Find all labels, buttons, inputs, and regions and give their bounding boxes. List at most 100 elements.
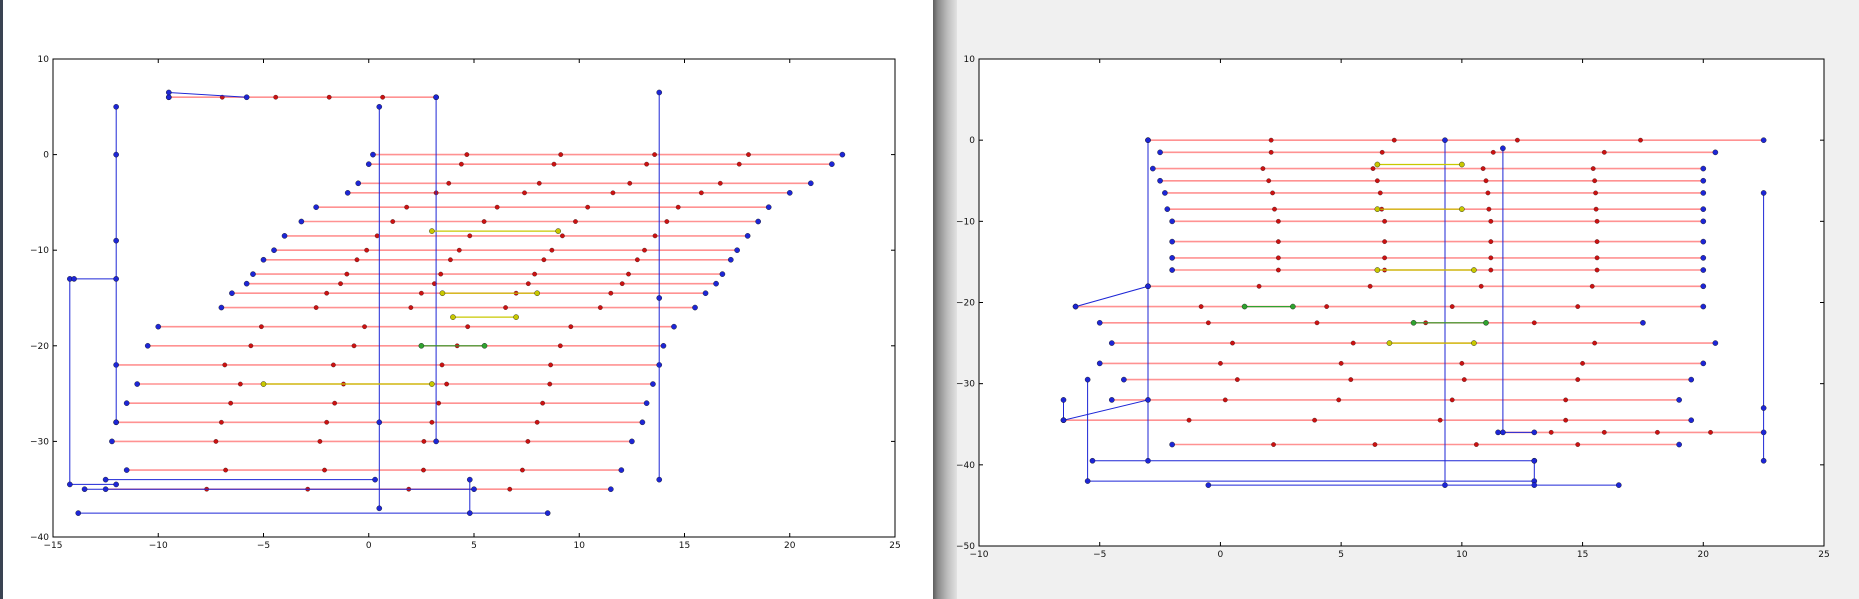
data-point bbox=[1270, 190, 1275, 196]
data-point bbox=[1700, 283, 1707, 290]
data-point bbox=[675, 204, 681, 210]
data-point bbox=[1760, 405, 1767, 411]
data-point bbox=[839, 151, 846, 158]
data-point bbox=[671, 323, 677, 330]
data-point bbox=[1266, 178, 1272, 184]
data-point bbox=[1594, 255, 1600, 261]
data-point bbox=[67, 481, 73, 488]
data-point bbox=[534, 290, 540, 297]
data-point bbox=[1575, 442, 1581, 447]
data-point bbox=[1391, 137, 1397, 143]
data-point bbox=[734, 247, 740, 253]
data-point bbox=[223, 467, 228, 473]
y-tick-label: 0 bbox=[43, 151, 49, 161]
data-point bbox=[755, 218, 761, 225]
data-point bbox=[520, 467, 525, 473]
x-tick-label: −10 bbox=[970, 550, 989, 560]
data-point bbox=[1700, 303, 1707, 310]
data-point bbox=[1700, 360, 1707, 367]
data-point bbox=[1350, 340, 1356, 346]
y-tick-label: −30 bbox=[30, 437, 49, 447]
data-point bbox=[660, 342, 667, 349]
data-point bbox=[429, 381, 435, 387]
window-edge bbox=[0, 0, 3, 599]
data-point bbox=[331, 362, 336, 368]
data-point bbox=[237, 381, 243, 387]
data-point bbox=[351, 343, 357, 349]
data-point bbox=[1594, 218, 1600, 224]
data-point bbox=[1700, 190, 1707, 196]
data-point bbox=[1449, 304, 1455, 309]
data-point bbox=[1374, 267, 1381, 273]
x-tick-label: −10 bbox=[149, 541, 168, 551]
data-point bbox=[81, 486, 88, 493]
data-point bbox=[568, 324, 574, 330]
data-point bbox=[560, 233, 565, 239]
data-point bbox=[548, 362, 553, 368]
data-point bbox=[1260, 166, 1266, 171]
data-point bbox=[466, 476, 473, 483]
x-tick-label: −5 bbox=[257, 541, 270, 551]
data-point bbox=[1370, 166, 1376, 171]
data-point bbox=[446, 180, 452, 186]
data-point bbox=[419, 290, 424, 296]
data-point bbox=[656, 89, 663, 96]
data-point bbox=[585, 204, 591, 210]
data-point bbox=[481, 342, 488, 349]
data-point bbox=[608, 486, 614, 493]
data-point bbox=[1486, 206, 1492, 212]
data-point bbox=[1338, 361, 1344, 366]
data-point bbox=[1483, 178, 1489, 184]
data-point bbox=[1060, 397, 1067, 403]
data-point bbox=[113, 237, 119, 244]
data-point bbox=[113, 419, 119, 426]
data-point bbox=[344, 271, 350, 277]
data-point bbox=[1593, 190, 1598, 196]
data-point bbox=[597, 305, 603, 310]
y-tick-label: −40 bbox=[30, 533, 49, 543]
data-point bbox=[1480, 166, 1486, 171]
data-point bbox=[250, 271, 256, 277]
data-point bbox=[75, 510, 82, 516]
data-point bbox=[464, 152, 470, 157]
data-point bbox=[281, 233, 288, 239]
plot-area bbox=[52, 58, 896, 538]
data-point bbox=[229, 290, 235, 297]
data-point bbox=[113, 276, 119, 282]
data-point bbox=[459, 161, 464, 167]
data-point bbox=[1348, 377, 1354, 382]
data-point bbox=[71, 276, 77, 282]
data-point bbox=[313, 305, 319, 310]
data-point bbox=[1676, 397, 1682, 403]
data-point bbox=[1169, 267, 1175, 273]
data-point bbox=[1640, 319, 1646, 326]
data-point bbox=[618, 467, 625, 473]
data-point bbox=[1712, 340, 1719, 346]
x-tick-label: 20 bbox=[784, 541, 796, 551]
data-point bbox=[481, 219, 487, 224]
x-tick-label: 0 bbox=[1218, 550, 1224, 560]
series-line-hop bbox=[1075, 285, 1149, 308]
data-point bbox=[1592, 340, 1597, 346]
data-point bbox=[1206, 320, 1211, 326]
data-point bbox=[1276, 255, 1281, 261]
data-point bbox=[439, 290, 446, 297]
data-point bbox=[1234, 377, 1240, 382]
data-point bbox=[338, 281, 343, 287]
data-point bbox=[1169, 218, 1175, 225]
data-point bbox=[610, 190, 616, 196]
x-tick-label: 5 bbox=[1338, 550, 1344, 560]
data-point bbox=[1760, 137, 1767, 143]
data-point bbox=[1700, 238, 1707, 245]
data-point bbox=[664, 219, 670, 224]
data-point bbox=[1500, 429, 1506, 436]
data-point bbox=[808, 180, 814, 187]
data-point bbox=[465, 324, 471, 330]
data-point bbox=[829, 161, 835, 167]
data-point bbox=[494, 204, 500, 210]
data-point bbox=[713, 280, 719, 287]
data-point bbox=[1268, 137, 1274, 143]
data-point bbox=[165, 89, 172, 96]
data-point bbox=[243, 280, 250, 287]
